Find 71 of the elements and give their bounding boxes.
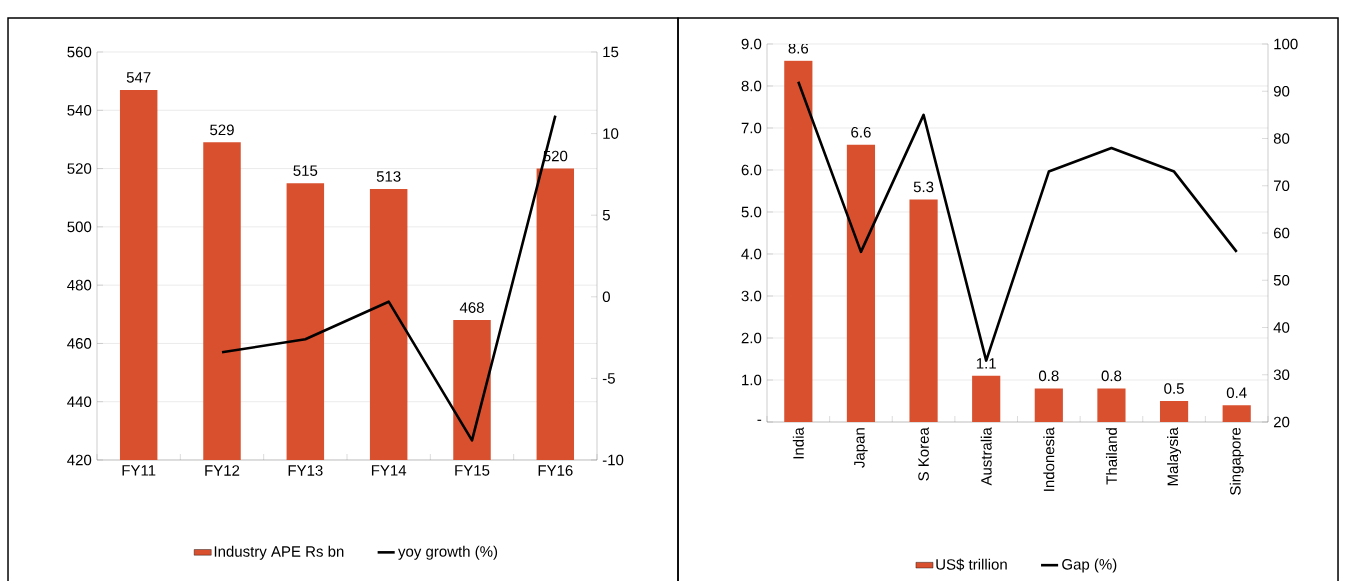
y-tick-label: 500 [67,221,92,233]
y-tick-label: 5.0 [741,206,762,218]
y2-tick-label: 60 [1273,227,1290,239]
y2-tick-label: 50 [1273,274,1290,286]
x-tick-label: Japan [854,428,868,468]
y-tick-label: 6.0 [741,164,762,176]
y2-tick-label: 80 [1273,133,1290,144]
bar [1097,388,1126,422]
y-tick-label: 3.0 [741,290,762,302]
x-tick-label: Singapore [1229,427,1244,495]
legend-label: Industry APE Rs bn [214,545,344,560]
y2-tick-label: 30 [1273,369,1290,381]
x-tick-label: S Korea [918,427,929,481]
y-tick-label: - [757,419,762,421]
x-tick-label: Malaysia [1167,427,1182,486]
data-label: 529 [210,124,234,136]
x-tick-label: FY13 [288,465,323,476]
y-tick-label: 560 [67,46,92,58]
y2-tick-label: 10 [603,128,619,139]
bar [784,60,813,422]
y-tick-label: 8.0 [741,80,762,92]
y-tick-label: 4.0 [741,248,762,260]
data-label: 513 [376,171,401,182]
y2-tick-label: -10 [602,454,624,466]
y2-tick-label: 90 [1273,85,1290,97]
data-label: 515 [293,165,318,176]
x-tick-label: Thailand [1105,428,1117,485]
x-tick-label: Australia [980,427,992,486]
data-label: 547 [126,72,151,83]
bar [909,199,938,422]
data-label: 0.5 [1164,383,1184,394]
x-tick-label: FY15 [455,465,490,476]
x-tick-label: Indonesia [1043,427,1055,491]
data-label: 0.4 [1226,387,1247,398]
data-label: 0.8 [1038,370,1059,382]
y2-tick-label: 40 [1273,322,1290,333]
y-tick-label: 2.0 [741,332,762,344]
y-tick-label: 420 [67,454,92,466]
y-tick-label: 460 [67,338,92,349]
data-label: 1.1 [976,358,996,369]
y2-tick-label: -5 [602,373,615,384]
y-tick-label: 520 [67,163,92,174]
bar [972,375,1001,422]
x-tick-label: FY12 [205,465,240,476]
y2-tick-label: 0 [602,291,610,303]
x-tick-label: India [792,427,804,459]
x-tick-label: FY16 [538,465,573,476]
y2-tick-label: 15 [603,46,619,58]
bar [1034,388,1063,422]
y2-tick-label: 70 [1273,180,1290,192]
data-label: 0.8 [1101,370,1122,382]
y2-tick-label: 20 [1273,416,1290,428]
y-tick-label: 540 [67,104,92,116]
x-tick-label: FY14 [371,465,407,476]
y-tick-label: 480 [67,279,92,291]
y2-tick-label: 5 [602,209,610,221]
legend-label: Gap (%) [1062,558,1117,573]
y-tick-label: 9.0 [741,38,762,50]
y-tick-label: 440 [67,396,92,408]
x-tick-label: FY11 [122,465,156,476]
data-label: 5.3 [913,181,934,193]
y-tick-label: 7.0 [741,122,762,134]
legend-label: US$ trillion [936,558,1007,571]
legend-label: yoy growth (%) [398,545,498,560]
y-tick-label: 1.0 [742,374,762,386]
y2-tick-label: 100 [1274,38,1298,50]
bar [846,144,876,422]
data-label: 468 [459,302,484,313]
bar [1222,405,1251,422]
bar [1159,401,1189,422]
data-label: 6.6 [851,126,871,138]
